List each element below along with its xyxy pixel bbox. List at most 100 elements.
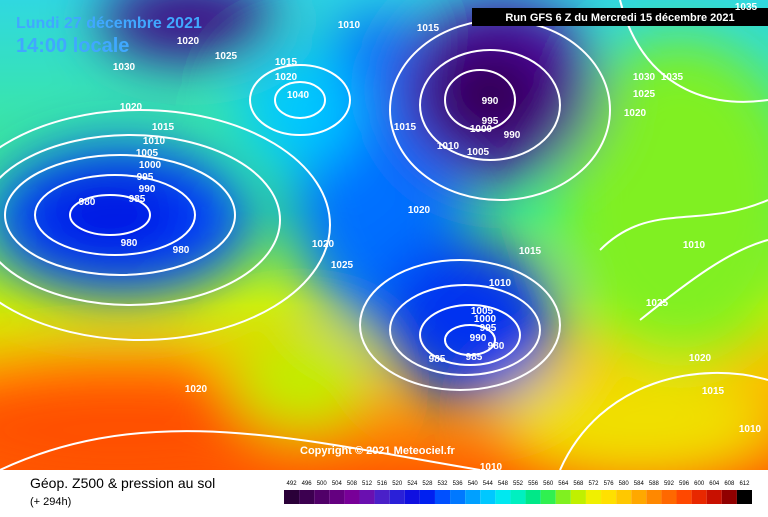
scale-swatch	[374, 490, 390, 504]
isobar-label: 1020	[624, 108, 647, 119]
isobar-label: 1010	[489, 278, 512, 289]
product-title: Géop. Z500 & pression au sol	[30, 475, 215, 491]
scale-label: 560	[543, 481, 554, 487]
scale-label: 504	[332, 481, 343, 487]
isobar-label: 1000	[470, 124, 493, 135]
isobar-label: 985	[129, 194, 146, 205]
isobar-label: 1020	[177, 36, 200, 47]
isobar-label: 995	[480, 323, 497, 334]
isobar-label: 985	[466, 352, 483, 363]
scale-swatch	[570, 490, 586, 504]
isobar-label: 1010	[437, 141, 460, 152]
scale-swatch	[525, 490, 541, 504]
isobar-label: 1040	[287, 90, 310, 101]
isobar-label: 980	[173, 245, 190, 256]
isobar-label: 1025	[646, 298, 669, 309]
isobar-label: 990	[504, 130, 521, 141]
isobar-label: 1005	[471, 306, 494, 317]
scale-label: 556	[528, 481, 539, 487]
scale-label: 548	[498, 481, 509, 487]
isobar-labels: 1020 1025 1030 1010 1015 1015 1020 1040 1020 1015…	[79, 2, 762, 473]
scale-label: 516	[377, 481, 388, 487]
scale-label: 500	[317, 481, 328, 487]
scale-swatch	[404, 490, 420, 504]
scale-label: 496	[302, 481, 313, 487]
isobar-label: 980	[488, 341, 505, 352]
isobar-label: 995	[482, 116, 499, 127]
scale-label: 528	[422, 481, 433, 487]
scale-label: 596	[679, 481, 690, 487]
isobar-label: 1000	[474, 314, 497, 325]
copyright: Copyright © 2021 Meteociel.fr	[300, 445, 456, 457]
scale-label: 508	[347, 481, 358, 487]
isobar-label: 1015	[519, 246, 542, 257]
scale-label: 536	[453, 481, 464, 487]
scale-label: 540	[468, 481, 479, 487]
scale-label: 492	[287, 481, 298, 487]
scale-swatch	[510, 490, 526, 504]
isobar-label: 1020	[275, 72, 298, 83]
scale-label: 520	[392, 481, 403, 487]
isobar-label: 1010	[143, 136, 166, 147]
scale-swatch	[299, 490, 315, 504]
isobar-label: 1020	[312, 239, 335, 250]
isobar-label: 1025	[633, 89, 656, 100]
scale-label: 600	[694, 481, 705, 487]
scale-swatch	[540, 490, 556, 504]
scale-swatch	[616, 490, 632, 504]
scale-label: 588	[649, 481, 660, 487]
scale-swatch	[284, 490, 300, 504]
isobar-label: 1025	[331, 260, 354, 271]
isobar-label: 1020	[185, 384, 208, 395]
isobar-label: 1010	[683, 240, 706, 251]
isobar-label: 985	[429, 354, 446, 365]
isobar-label: 990	[470, 333, 487, 344]
isobar-label: 1010	[739, 424, 762, 435]
scale-swatch	[344, 490, 360, 504]
scale-swatch	[434, 490, 451, 504]
isobar-label: 1015	[702, 386, 725, 397]
isobar-label: 1005	[136, 148, 159, 159]
isobar-label: 980	[79, 197, 96, 208]
isobar-label: 1015	[152, 122, 175, 133]
scale-swatch	[736, 490, 752, 504]
isobar-label: 1020	[120, 102, 143, 113]
scale-swatch	[359, 490, 375, 504]
scale-label: 604	[709, 481, 720, 487]
scale-swatch	[721, 490, 737, 504]
scale-swatch	[314, 490, 330, 504]
scale-label: 564	[558, 481, 569, 487]
scale-swatch	[389, 490, 405, 504]
run-box	[472, 8, 768, 26]
time-label: 14:00 locale	[16, 35, 129, 57]
isobar-label: 995	[137, 172, 154, 183]
isobar-label: 1020	[689, 353, 712, 364]
scale-label: 576	[604, 481, 615, 487]
scale-label: 524	[407, 481, 418, 487]
scale-label: 580	[619, 481, 630, 487]
scale-swatch	[661, 490, 677, 504]
isobar-label: 1020	[408, 205, 431, 216]
scale-swatch	[631, 490, 647, 504]
scale-label: 608	[724, 481, 735, 487]
scale-swatch	[465, 490, 481, 504]
isobar-label: 1010	[480, 462, 503, 473]
scale-label: 568	[573, 481, 584, 487]
isobar-label: 1015	[417, 23, 440, 34]
isobar-label: 1030	[633, 72, 656, 83]
isobar-label: 1030	[113, 62, 136, 73]
scale-label: 584	[634, 481, 645, 487]
scale-swatch	[601, 490, 617, 504]
scale-label: 592	[664, 481, 675, 487]
isobar-label: 1035	[661, 72, 684, 83]
isobar-label: 1035	[735, 2, 758, 13]
isobar-label: 990	[139, 184, 156, 195]
scale-swatch	[676, 490, 692, 504]
scale-swatch	[555, 490, 571, 504]
isobar-label: 980	[121, 238, 138, 249]
map-field	[0, 0, 768, 470]
isobar-label: 1015	[394, 122, 417, 133]
scale-swatch	[450, 490, 466, 504]
